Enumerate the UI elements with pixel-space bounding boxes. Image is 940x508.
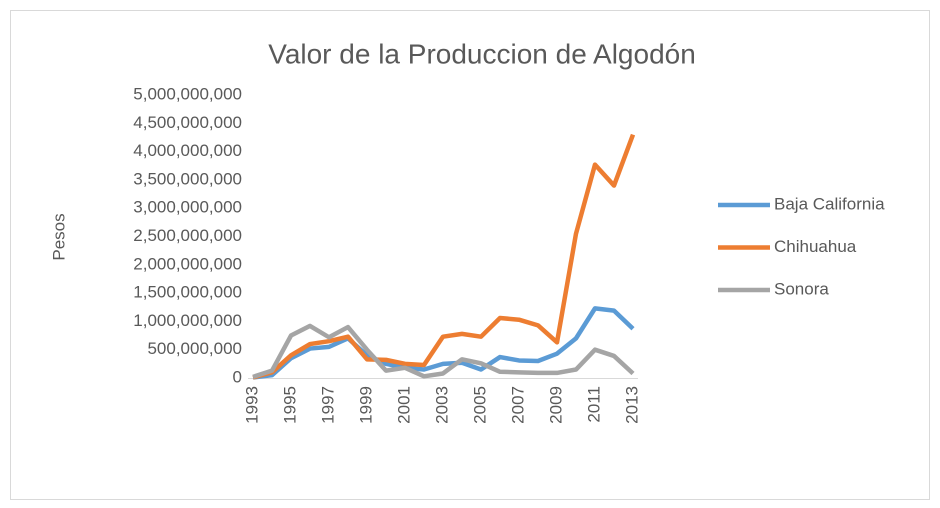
y-tick-label: 1,500,000,000 <box>133 283 242 302</box>
chart-title: Valor de la Produccion de Algodón <box>268 38 696 69</box>
y-tick-label: 4,500,000,000 <box>133 113 242 132</box>
series-line <box>252 323 635 380</box>
x-tick-label: 1997 <box>318 386 337 424</box>
x-tick-label: 2001 <box>394 386 413 424</box>
x-tick-label: 1995 <box>280 386 299 424</box>
legend-label: Baja California <box>774 194 885 213</box>
x-tick-label: 1999 <box>356 386 375 424</box>
x-tick-label: 2009 <box>546 386 565 424</box>
y-tick-label: 5,000,000,000 <box>133 84 242 103</box>
x-tick-label: 2011 <box>584 386 603 423</box>
x-tick-label: 2005 <box>470 386 489 424</box>
y-tick-label: 2,000,000,000 <box>133 254 242 273</box>
y-tick-label: 0 <box>233 367 242 386</box>
legend-label: Sonora <box>774 279 829 298</box>
y-tick-label: 2,500,000,000 <box>133 226 242 245</box>
series-line <box>252 306 635 380</box>
y-tick-label: 3,000,000,000 <box>133 198 242 217</box>
y-tick-label: 3,500,000,000 <box>133 169 242 188</box>
chart-border <box>10 10 930 500</box>
y-tick-label: 500,000,000 <box>147 339 242 358</box>
x-tick-label: 2003 <box>432 386 451 424</box>
legend-label: Chihuahua <box>774 237 857 256</box>
x-tick-label: 2007 <box>508 386 527 424</box>
series-line <box>252 133 636 380</box>
y-tick-label: 4,000,000,000 <box>133 141 242 160</box>
y-tick-label: 1,000,000,000 <box>133 311 242 330</box>
x-tick-label: 2013 <box>622 386 641 424</box>
x-tick-label: 1993 <box>242 386 261 424</box>
y-axis-title: Pesos <box>49 213 68 260</box>
